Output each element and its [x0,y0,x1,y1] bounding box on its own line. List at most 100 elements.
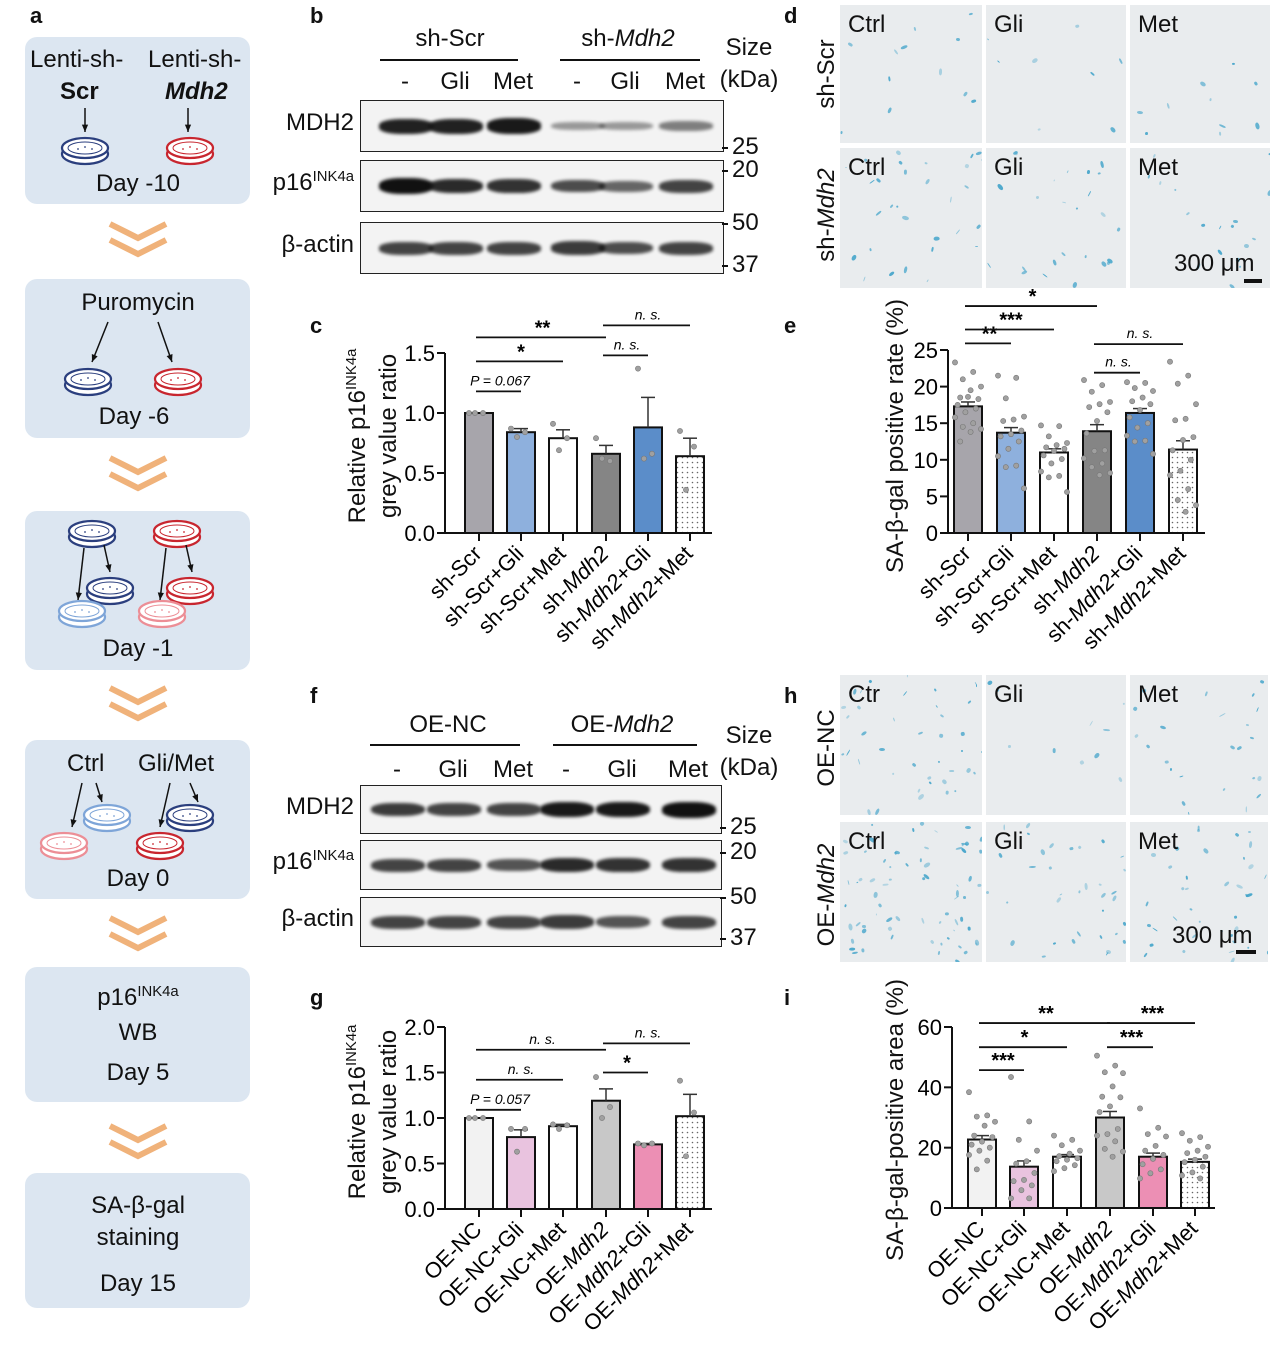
bar-OE-Mdh2 [591,1099,621,1210]
data-point [1163,1133,1169,1140]
blot-row-label: β-actin [282,905,355,933]
data-point [1189,1169,1196,1176]
protein-band [379,178,433,194]
y-tick-label: 20 [914,375,938,400]
data-point [1021,1177,1027,1183]
data-point [1179,1130,1185,1137]
arrow-icon [184,108,192,132]
data-point [1157,1166,1164,1173]
bar-sh-Mdh2 [1082,430,1112,535]
data-point [556,1126,562,1132]
chevron-stroke [108,221,168,242]
cell-dot [170,379,172,381]
step-box-6 [25,1173,250,1308]
data-point [1182,508,1189,515]
petri-dish-icon [165,576,215,606]
data-point [1038,422,1044,429]
protein-band [427,915,481,929]
lane-label: Met [492,756,534,783]
data-point [1199,1163,1206,1170]
data-point [472,410,478,416]
protein-sup: INK4a [312,169,354,185]
group-underline [380,59,518,61]
arrow-head [70,819,77,827]
data-point [1186,1137,1193,1144]
y-tick-label: 60 [918,1015,942,1040]
bar-sh-Mdh2 [591,452,621,534]
y-tick-label: 0.5 [404,1152,435,1177]
data-point [683,1153,689,1160]
data-point [1083,430,1090,437]
protein-band [659,179,713,193]
data-point [966,1152,972,1158]
panel-letter-g: g [310,985,324,1010]
prefix: OE- [570,711,614,738]
cell-dot [169,531,171,533]
arrow-head [184,124,192,132]
petri-dish-icon [67,519,117,549]
arrow-head [158,819,165,827]
petri-dish-icon [60,136,110,166]
data-point [599,455,605,462]
protein-band [599,122,653,130]
y-tick-label: 0.0 [404,1197,435,1222]
y-tick-label: 10 [914,448,938,473]
cell-dot [80,379,82,381]
protein-name: MDH2 [285,792,354,820]
arrow-icon [95,782,103,803]
petri-dish-icon [82,803,132,833]
scale-bar [1236,950,1256,954]
data-point [1120,1070,1126,1077]
data-point [995,453,1001,460]
data-point [1190,434,1197,441]
data-point [1107,1103,1113,1110]
y-tick-label: 1.0 [404,401,435,426]
cell-dot [189,586,191,588]
protein-band [551,241,605,255]
data-point [522,1126,528,1132]
dish-lid [153,367,203,391]
day-label: Day -6 [98,403,170,430]
data-point [1114,1126,1121,1132]
blot-row-label: p16INK4a [273,848,354,876]
data-point [1187,456,1194,463]
data-point [1182,415,1189,422]
condition-label: Ctrl [848,11,886,38]
panel-letter-a: a [30,3,43,28]
data-point [522,429,528,436]
data-point [564,435,570,442]
group-label-oe-nc: OE-NC [409,711,487,738]
data-point [1074,1155,1081,1162]
microscopy-image: Met [1130,822,1268,962]
lane-label: Met [667,756,709,783]
significance-label: * [1029,286,1037,308]
data-point [1142,437,1149,444]
chevron-down-icon [108,915,168,952]
data-point [1013,462,1020,469]
data-point [1015,438,1022,445]
data-point [480,410,486,416]
data-point [691,443,697,450]
data-point [1023,1158,1030,1165]
protein-band [596,858,650,872]
data-point [954,401,961,408]
data-point [967,429,974,435]
data-point [1010,1178,1017,1185]
significance-label: ** [982,323,998,345]
data-point [978,426,984,432]
marker-size-label: 50 [730,883,757,910]
dish-lid [63,367,113,391]
data-point [556,447,562,454]
dish-inner [67,141,103,155]
cell-dot [189,146,191,148]
cell-dot [196,148,198,150]
step-box-5 [25,967,250,1102]
group-underline [553,744,697,746]
protein-band [429,118,483,134]
protein-band [379,241,433,255]
protein-band [659,241,713,255]
petri-dish-icon [137,599,187,629]
cell-dot [196,588,198,590]
significance-label: P = 0.057 [470,1091,531,1107]
arrow-shaft [71,782,83,828]
